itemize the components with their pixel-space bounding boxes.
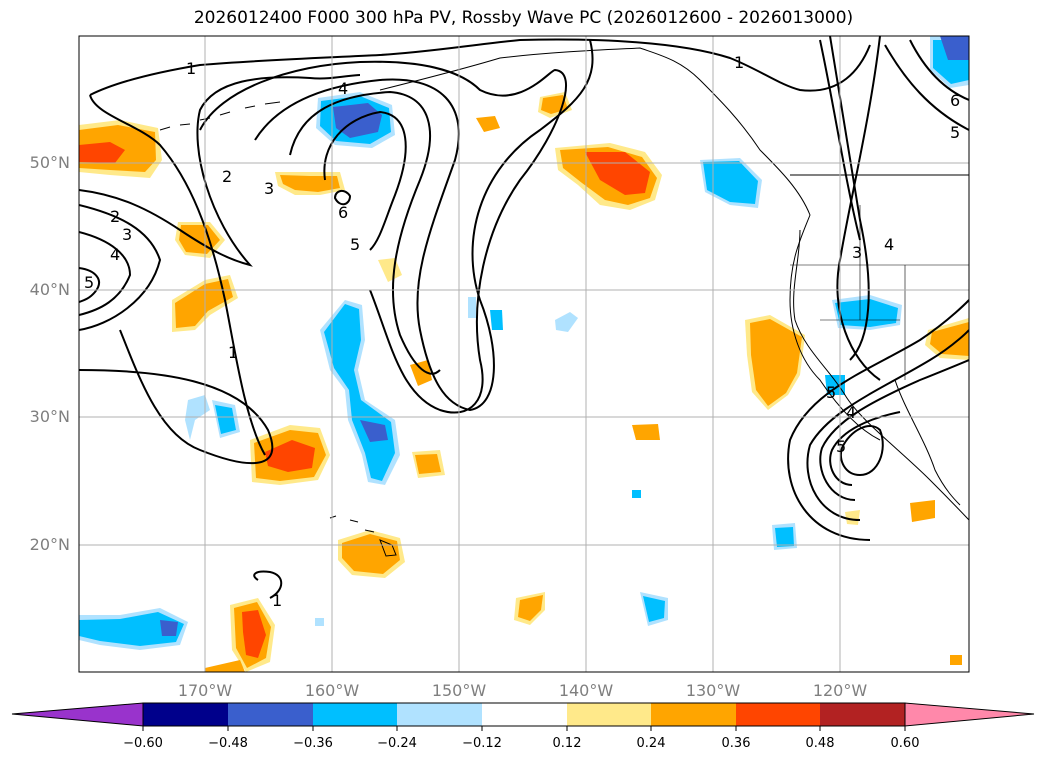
colorbar-extend-low — [11, 702, 144, 727]
colorbar — [11, 702, 1035, 731]
pv-contour-5-west — [79, 267, 100, 303]
colorbar-swatch — [482, 703, 567, 726]
colorbar-tick-label: −0.60 — [123, 736, 163, 751]
pv-contour-1-east-ridge — [836, 36, 881, 381]
pv-contour-cutoff-5 — [840, 425, 884, 477]
colorbar-swatch — [567, 703, 651, 726]
colorbar-tick-label: 0.60 — [890, 736, 920, 751]
lon-label: 130°W — [685, 681, 741, 700]
colorbar-tick-label: 0.48 — [805, 736, 835, 751]
lat-label: 40°N — [29, 280, 70, 299]
lon-label: 160°W — [304, 681, 360, 700]
contour-label: 4 — [338, 79, 348, 98]
baja-coast — [894, 379, 961, 506]
contour-label: 4 — [846, 403, 856, 422]
coastlines — [159, 47, 969, 557]
contour-label: 4 — [884, 235, 894, 254]
contour-label: 5 — [836, 437, 846, 456]
contour-label: 2 — [110, 207, 120, 226]
pv-contour-2 — [79, 74, 361, 267]
pv-contour-cutoff-4 — [829, 411, 901, 486]
colorbar-swatch — [397, 703, 482, 726]
pv-contour-1-north — [89, 38, 871, 96]
pnw-coast — [793, 229, 969, 521]
contour-label: 3 — [852, 243, 862, 262]
colorbar-swatch — [736, 703, 820, 726]
contour-label: 3 — [264, 179, 274, 198]
contour-label: 2 — [222, 167, 232, 186]
colorbar-tick-label: 0.24 — [636, 736, 666, 751]
contour-label: 1 — [186, 59, 196, 78]
pv-contour-5-trough — [323, 110, 407, 251]
lon-label: 120°W — [812, 681, 868, 700]
contour-label: 4 — [110, 245, 120, 264]
lat-label: 20°N — [29, 535, 70, 554]
lat-label: 50°N — [29, 153, 70, 172]
colorbar-frame — [142, 702, 906, 727]
colorbar-tick-label: 0.12 — [552, 736, 582, 751]
hawaii-islands — [329, 515, 397, 557]
lon-label: 150°W — [431, 681, 487, 700]
pv-contour-4-trough — [289, 90, 441, 375]
positive-anomaly-shading — [79, 92, 969, 672]
pv-contours — [79, 36, 969, 599]
negative-anomaly-shading — [79, 36, 969, 650]
contour-label: 5 — [350, 235, 360, 254]
state-lines — [790, 205, 969, 380]
pv-contour-6-east — [909, 39, 969, 101]
pv-contour-5-east — [884, 44, 969, 131]
pv-contour-cutoff-1 — [787, 299, 969, 541]
lat-label: 30°N — [29, 407, 70, 426]
pv-contour-3-west — [79, 204, 162, 331]
contour-label: 1 — [734, 53, 744, 72]
pv-contour-1-west — [79, 329, 274, 465]
alaska-coast — [379, 47, 881, 441]
graticule — [79, 36, 969, 672]
contour-label: 5 — [950, 123, 960, 142]
pv-contour-1-blob — [253, 570, 283, 599]
colorbar-swatch — [143, 703, 228, 726]
pv-contour-2-trough — [199, 60, 568, 414]
colorbar-swatch — [651, 703, 736, 726]
contour-label: 1 — [228, 343, 238, 362]
colorbar-swatch — [313, 703, 397, 726]
contour-label: 5 — [826, 383, 836, 402]
contour-label: 3 — [122, 225, 132, 244]
colorbar-swatch — [820, 703, 905, 726]
map-title: 2026012400 F000 300 hPa PV, Rossby Wave … — [193, 8, 854, 28]
contour-label: 5 — [84, 273, 94, 292]
colorbar-tick-label: −0.36 — [293, 736, 333, 751]
contour-label: 6 — [950, 91, 960, 110]
map-plot-area: 1 1 2 2 3 3 4 4 5 5 5 5 6 6 1 1 3 4 4 5 — [79, 36, 969, 672]
pv-contour-4-west — [79, 231, 132, 316]
colorbar-tick-label: −0.12 — [462, 736, 502, 751]
map-frame — [78, 35, 970, 673]
colorbar-extend-high — [904, 702, 1035, 727]
pv-contour-3-trough — [254, 39, 594, 412]
contour-label: 6 — [338, 203, 348, 222]
contour-label: 1 — [272, 591, 282, 610]
contour-labels: 1 1 2 2 3 3 4 4 5 5 5 5 6 6 1 1 3 4 4 5 — [84, 53, 960, 610]
lon-label: 170°W — [177, 681, 233, 700]
colorbar-tick-label: −0.24 — [377, 736, 417, 751]
colorbar-tick-label: −0.48 — [208, 736, 248, 751]
colorbar-tick-label: 0.36 — [721, 736, 751, 751]
pv-contour-6-closed — [333, 190, 352, 206]
lon-label: 140°W — [558, 681, 614, 700]
colorbar-swatch — [228, 703, 313, 726]
